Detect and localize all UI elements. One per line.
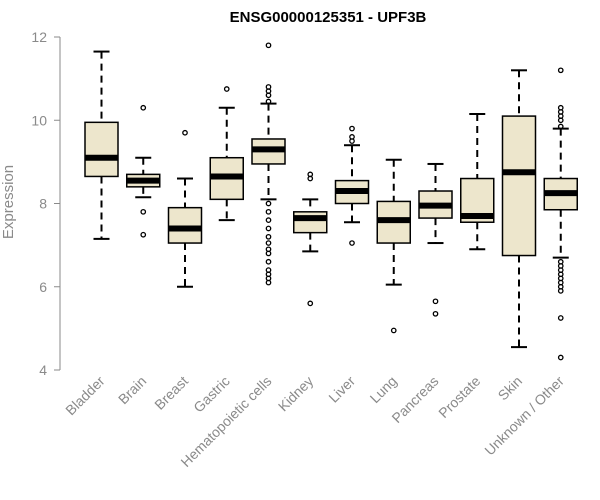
outlier-point	[265, 92, 272, 99]
x-category-label: Liver	[325, 373, 358, 406]
box-kidney	[293, 171, 328, 307]
y-tick-label: 8	[39, 196, 47, 212]
box-liver	[334, 125, 370, 246]
outlier-point	[265, 98, 272, 105]
x-category-label: Breast	[151, 373, 191, 413]
outlier-point	[265, 42, 272, 49]
y-tick-label: 10	[31, 112, 47, 128]
outlier-point	[557, 117, 564, 124]
outlier-point	[390, 327, 397, 334]
x-category-label: Skin	[495, 373, 526, 404]
outlier-point	[265, 217, 272, 223]
outlier-point	[265, 200, 272, 207]
outlier-point	[432, 310, 439, 317]
outlier-point	[432, 298, 439, 305]
outlier-point	[223, 86, 230, 92]
x-category-label: Kidney	[275, 373, 317, 415]
y-tick-label: 4	[39, 362, 47, 378]
y-tick-label: 12	[31, 29, 47, 45]
iqr-box	[501, 115, 537, 257]
box-brain	[126, 104, 161, 238]
outlier-point	[140, 104, 147, 111]
x-category-label: Prostate	[435, 373, 483, 421]
outlier-point	[140, 231, 147, 238]
box-lung	[376, 158, 411, 334]
box-series	[84, 42, 578, 361]
box-unknown-other	[543, 67, 578, 361]
outlier-point	[265, 279, 272, 286]
iqr-box	[167, 206, 203, 244]
outlier-point	[307, 300, 314, 307]
box-gastric	[209, 86, 244, 222]
outlier-point	[265, 258, 272, 265]
outlier-point	[349, 138, 355, 144]
outlier-point	[349, 240, 355, 246]
outlier-point	[265, 240, 272, 246]
y-axis-title: Expression	[0, 165, 17, 239]
outlier-point	[557, 123, 564, 130]
box-pancreas	[418, 162, 453, 317]
outlier-point	[557, 315, 564, 321]
outlier-point	[265, 225, 272, 232]
y-axis-ticks: 4 6 8 10 12	[31, 29, 60, 378]
chart-title: ENSG00000125351 - UPF3B	[230, 9, 427, 26]
outlier-point	[140, 208, 147, 215]
outlier-point	[557, 354, 564, 361]
x-category-label: Brain	[115, 373, 149, 407]
x-category-label: Bladder	[62, 373, 108, 419]
box-prostate	[460, 113, 495, 251]
y-tick-label: 6	[39, 279, 47, 295]
outlier-point	[265, 233, 272, 240]
outlier-point	[182, 129, 188, 136]
outlier-point	[265, 208, 272, 215]
iqr-box	[293, 211, 328, 234]
x-category-label: Lung	[367, 373, 400, 406]
iqr-box	[84, 121, 119, 178]
outlier-point	[265, 250, 272, 257]
outlier-point	[557, 288, 564, 294]
outlier-point	[349, 125, 355, 132]
box-bladder	[84, 50, 119, 240]
outlier-point	[557, 67, 564, 74]
box-breast	[167, 129, 203, 288]
box-skin	[501, 69, 537, 349]
outlier-point	[307, 175, 314, 182]
box-hematopoietic-cells	[251, 42, 286, 286]
x-category-label: Unknown / Other	[481, 373, 567, 459]
